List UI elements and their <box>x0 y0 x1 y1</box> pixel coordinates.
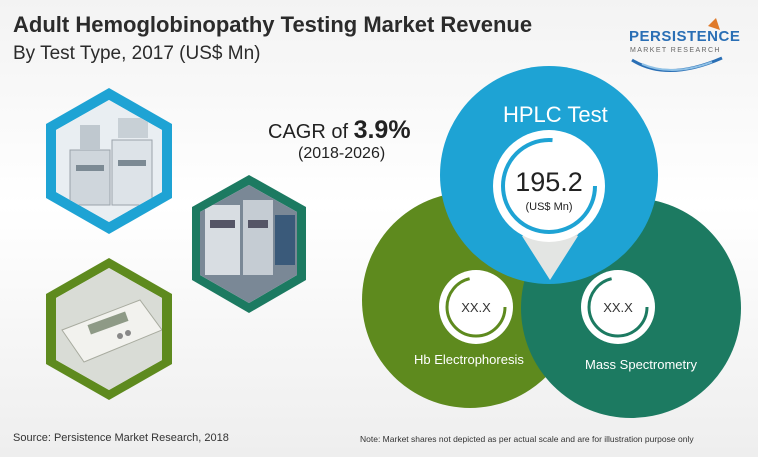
cagr-text: CAGR of 3.9% <box>268 116 411 145</box>
hb-value-badge <box>439 270 513 344</box>
logo-swoosh-icon <box>631 18 723 72</box>
hb-electrophoresis-value: XX.X <box>461 300 491 315</box>
logo-name: PERSISTENCE <box>629 28 741 45</box>
hplc-value-badge <box>493 130 605 242</box>
cagr-value: 3.9% <box>353 116 411 144</box>
cagr-period: (2018-2026) <box>298 145 386 162</box>
hplc-instrument-photo <box>46 88 172 234</box>
mass-spectrometry-value: XX.X <box>603 300 633 315</box>
electrophoresis-device-photo <box>46 258 172 400</box>
note-text: Note: Market shares not depicted as per … <box>360 434 694 444</box>
mass-spectrometry-label: Mass Spectrometry <box>585 357 697 372</box>
page-title: Adult Hemoglobinopathy Testing Market Re… <box>13 12 533 37</box>
hplc-test-label: HPLC Test <box>503 102 608 127</box>
company-logo: PERSISTENCE MARKET RESEARCH <box>612 14 747 84</box>
hb-electrophoresis-label: Hb Electrophoresis <box>414 352 524 367</box>
page-subtitle: By Test Type, 2017 (US$ Mn) <box>13 43 261 64</box>
source-text: Source: Persistence Market Research, 201… <box>13 432 229 444</box>
ms-value-badge <box>581 270 655 344</box>
logo-tagline: MARKET RESEARCH <box>630 47 721 54</box>
cagr-prefix: CAGR of <box>268 121 354 143</box>
hplc-test-value: 195.2 <box>515 167 583 197</box>
lab-equipment-photo <box>192 175 306 313</box>
hplc-test-unit: (US$ Mn) <box>525 201 573 213</box>
